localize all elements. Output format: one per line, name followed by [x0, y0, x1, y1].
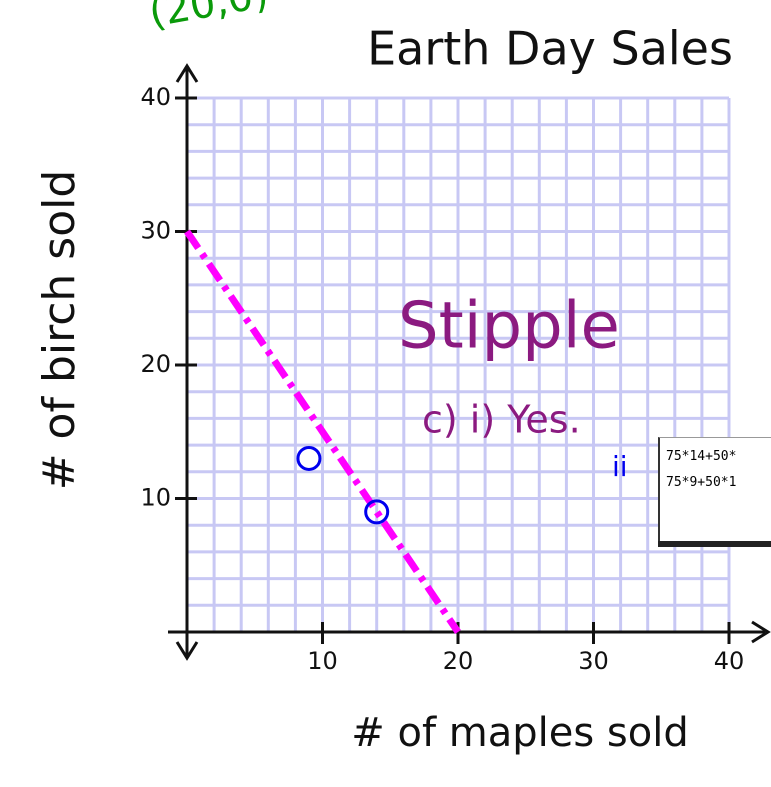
x-tick-label: 30	[578, 647, 609, 675]
annotation: (20,0)	[146, 0, 272, 37]
grid	[187, 98, 729, 632]
y-axis-label: # of birch sold	[34, 170, 85, 491]
y-tick-label: 30	[140, 217, 171, 245]
y-tick-label: 40	[140, 83, 171, 111]
popup: 75*14+50* 75*9+50*1	[658, 437, 771, 541]
x-axis-label: # of maples sold	[351, 710, 688, 756]
popup-line: 75*9+50*1	[666, 470, 771, 496]
popup-line: 75*14+50*	[666, 444, 771, 470]
x-tick-label: 40	[714, 647, 745, 675]
annotation: ii	[612, 450, 628, 483]
annotation: c) i) Yes.	[422, 398, 581, 442]
chart-title: Earth Day Sales	[367, 22, 733, 76]
y-tick-label: 10	[140, 484, 171, 512]
annotation: Stipple	[398, 290, 620, 364]
chart: Earth Day Sales # of maples sold # of bi…	[0, 0, 771, 787]
point	[298, 447, 320, 469]
page: {"chart_data": {"type": "line", "title":…	[0, 0, 771, 787]
x-tick-label: 10	[307, 647, 338, 675]
y-tick-label: 20	[140, 350, 171, 378]
x-tick-label: 20	[443, 647, 474, 675]
